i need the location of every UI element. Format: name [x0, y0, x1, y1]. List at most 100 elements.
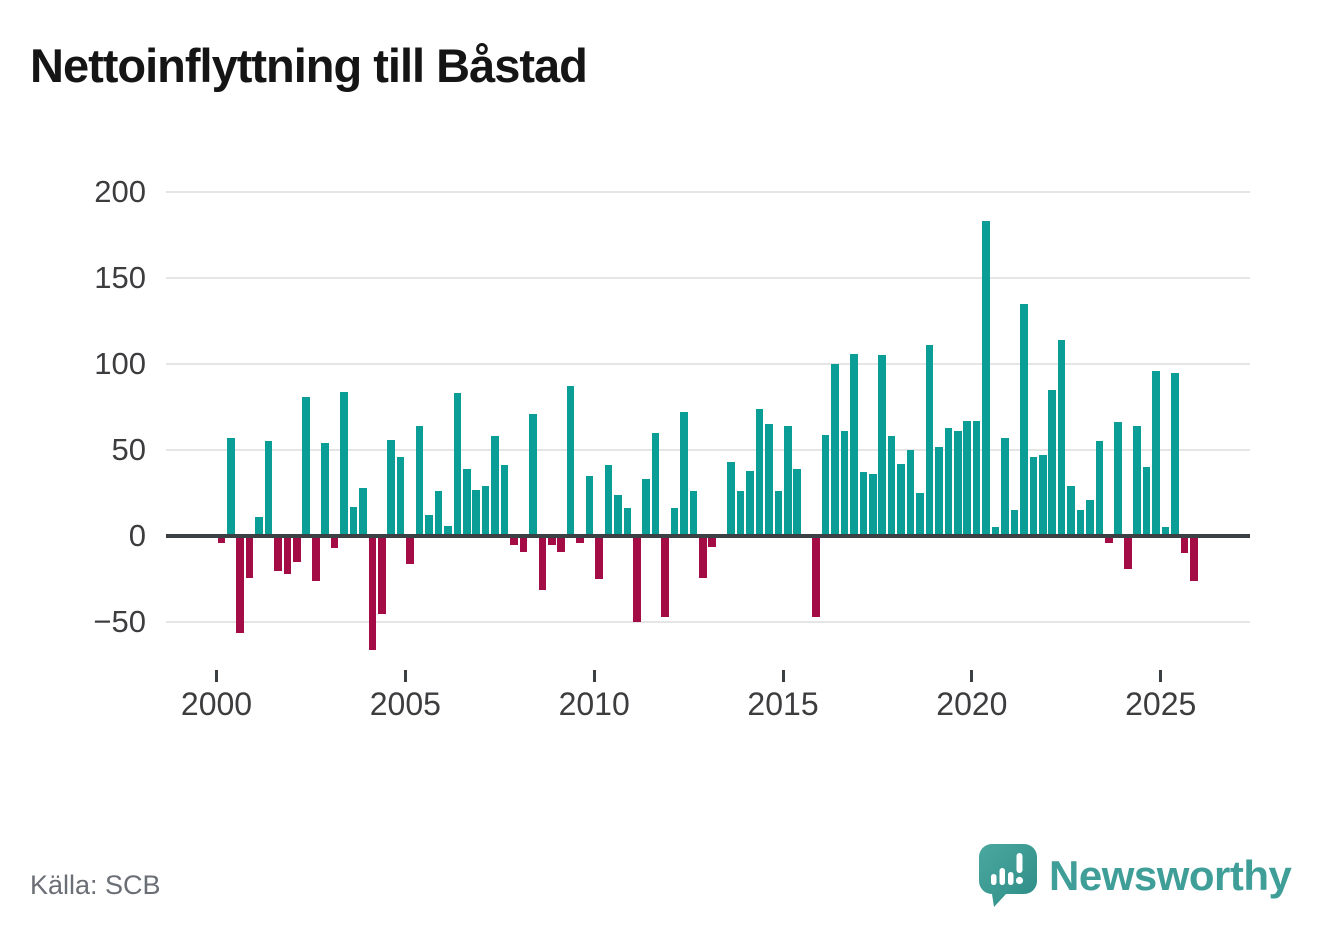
bar — [321, 443, 329, 536]
bar — [1190, 538, 1198, 581]
bar — [1067, 486, 1075, 536]
bar — [500, 465, 509, 536]
bar — [1076, 510, 1085, 536]
x-axis-label: 2015 — [747, 686, 819, 722]
x-axis-line — [166, 534, 1250, 538]
x-axis-tick — [215, 670, 218, 682]
x-axis-label: 2025 — [1125, 686, 1197, 722]
bar — [302, 396, 311, 536]
bar — [1180, 538, 1189, 554]
bar — [406, 538, 414, 564]
bar — [850, 353, 858, 536]
bar — [868, 474, 877, 536]
x-axis-label: 2020 — [936, 686, 1008, 722]
bar — [226, 437, 235, 536]
bar — [1095, 441, 1104, 536]
gridline — [166, 363, 1250, 365]
bar — [330, 538, 339, 549]
bar — [1038, 455, 1047, 536]
bar — [576, 538, 584, 544]
bar — [274, 538, 282, 571]
bar — [963, 420, 971, 536]
bar — [1029, 456, 1038, 536]
bar — [1048, 389, 1056, 536]
bar — [1001, 437, 1009, 536]
bar — [472, 489, 481, 536]
bar — [538, 538, 547, 590]
bar — [1123, 538, 1132, 569]
bar — [746, 470, 754, 536]
chart-title: Nettoinflyttning till Båstad — [30, 39, 588, 92]
bar — [1142, 467, 1151, 536]
bar — [425, 515, 433, 536]
bar — [1020, 303, 1028, 536]
x-axis-tick — [403, 670, 407, 682]
bar — [340, 391, 348, 536]
bar — [462, 468, 471, 536]
x-axis-label: 2000 — [180, 686, 253, 722]
x-axis-tick — [1159, 670, 1163, 682]
bar — [510, 538, 518, 545]
bar — [1161, 527, 1170, 536]
bar — [793, 468, 802, 536]
gridline — [166, 191, 1250, 193]
bar — [661, 538, 669, 618]
y-axis-label: 50 — [111, 432, 146, 467]
y-axis-label: 200 — [94, 174, 146, 209]
bar — [434, 491, 443, 536]
bar — [784, 425, 792, 536]
bar — [887, 436, 896, 536]
bar — [595, 538, 603, 580]
bar — [453, 393, 462, 536]
bar — [953, 431, 962, 536]
bar — [359, 487, 367, 536]
bar — [670, 508, 679, 536]
bar — [821, 434, 830, 536]
gridline — [166, 449, 1250, 451]
bar — [547, 538, 556, 545]
bar — [387, 439, 396, 536]
bar — [311, 538, 320, 581]
brand-lockup: Newsworthy — [978, 843, 1292, 908]
bar — [1133, 425, 1141, 536]
bar — [906, 450, 915, 536]
bar — [1152, 370, 1160, 536]
bar — [264, 441, 273, 536]
bar — [255, 517, 263, 536]
source-label: Källa: SCB — [30, 870, 161, 900]
bar — [935, 446, 943, 536]
gridline — [166, 277, 1250, 279]
bar — [651, 432, 660, 536]
bar — [1114, 422, 1123, 536]
bar — [283, 538, 292, 575]
bar — [529, 413, 537, 536]
bar — [1105, 538, 1113, 544]
bar — [765, 424, 773, 536]
bar — [1086, 499, 1094, 536]
bar — [840, 431, 849, 536]
bar — [831, 364, 839, 536]
bar — [897, 463, 905, 536]
bar — [878, 355, 887, 536]
bar — [925, 345, 934, 536]
bar — [632, 538, 641, 623]
bar — [481, 486, 490, 536]
bar — [727, 462, 735, 536]
bar — [699, 538, 707, 578]
bar — [812, 538, 820, 618]
bar — [604, 465, 613, 536]
bar — [217, 538, 226, 544]
bar — [982, 221, 990, 536]
x-axis-tick — [781, 670, 785, 682]
bar — [680, 412, 688, 536]
bar — [236, 538, 244, 633]
bar — [415, 425, 424, 536]
bar — [557, 538, 565, 552]
y-axis-label: 150 — [94, 260, 146, 295]
bar — [736, 491, 745, 536]
gridline — [166, 621, 1250, 623]
bar — [623, 508, 632, 536]
y-axis-label: −50 — [93, 604, 146, 639]
bar — [755, 408, 764, 536]
bar — [396, 456, 405, 536]
